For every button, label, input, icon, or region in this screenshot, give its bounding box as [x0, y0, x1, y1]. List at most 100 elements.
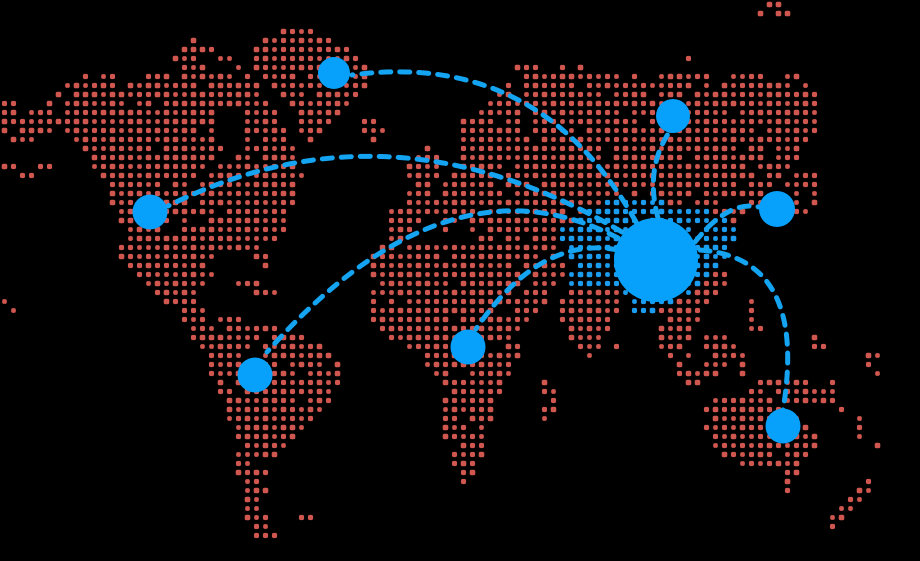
land-dot [487, 415, 494, 422]
land-dot [704, 164, 709, 169]
land-dot [370, 298, 377, 305]
land-dot [704, 146, 709, 151]
land-dot [568, 82, 575, 89]
land-dot [235, 433, 242, 440]
land-dot [262, 64, 269, 71]
land-dot [262, 514, 269, 521]
node-africa[interactable] [450, 329, 486, 365]
land-dot [694, 181, 701, 188]
land-dot [460, 127, 467, 134]
node-china-hub[interactable] [614, 218, 698, 302]
land-dot [254, 101, 259, 106]
land-dot [253, 523, 260, 530]
land-dot [253, 253, 260, 260]
land-dot [290, 173, 295, 178]
land-dot [478, 397, 485, 404]
land-dot [451, 172, 458, 179]
land-dot [550, 91, 557, 98]
land-dot [676, 298, 683, 305]
land-dot [712, 163, 719, 170]
land-dot [541, 298, 548, 305]
land-dot [487, 334, 494, 341]
land-dot [433, 154, 440, 161]
land-dot [28, 172, 35, 179]
land-dot [703, 127, 710, 134]
node-australia[interactable] [765, 408, 801, 444]
land-dot [658, 325, 665, 332]
land-dot [667, 343, 674, 350]
land-dot [406, 316, 413, 323]
land-dot [460, 460, 467, 467]
land-dot [713, 425, 718, 430]
land-dot [371, 128, 376, 133]
land-dot [191, 317, 196, 322]
land-dot [281, 416, 286, 421]
node-greenland[interactable] [318, 57, 350, 89]
land-dot [316, 127, 323, 134]
land-dot [532, 154, 539, 161]
land-dot [488, 326, 493, 331]
land-dot [254, 236, 259, 241]
node-north-america[interactable] [132, 194, 168, 230]
land-dot [550, 100, 557, 107]
land-dot [262, 181, 269, 188]
land-dot [190, 244, 197, 251]
land-dot [182, 182, 187, 187]
node-south-america[interactable] [237, 357, 273, 393]
land-dot [424, 343, 431, 350]
land-dot [748, 91, 755, 98]
highlight-region-dot [613, 280, 620, 287]
land-dot [496, 334, 503, 341]
land-dot [802, 442, 809, 449]
land-dot [757, 190, 764, 197]
land-dot [478, 235, 485, 242]
land-dot [685, 136, 692, 143]
land-dot [253, 82, 260, 89]
node-siberia[interactable] [656, 99, 690, 133]
land-dot [334, 91, 341, 98]
land-dot [785, 182, 790, 187]
land-dot [154, 190, 161, 197]
land-dot [731, 344, 736, 349]
land-dot [469, 406, 476, 413]
land-dot [496, 280, 503, 287]
land-dot [226, 325, 233, 332]
land-dot [245, 101, 250, 106]
highlight-region-dot [595, 271, 602, 278]
node-far-east[interactable] [759, 191, 795, 227]
land-dot [298, 514, 305, 521]
land-dot [469, 397, 476, 404]
land-dot [424, 352, 431, 359]
land-dot [758, 119, 763, 124]
land-dot [163, 109, 170, 116]
land-dot [181, 154, 188, 161]
land-dot [676, 370, 683, 377]
land-dot [694, 145, 701, 152]
land-dot [289, 64, 296, 71]
land-dot [389, 227, 394, 232]
land-dot [245, 119, 250, 124]
land-dot [686, 101, 691, 106]
land-dot [514, 118, 521, 125]
land-dot [757, 145, 764, 152]
land-dot [245, 245, 250, 250]
land-dot [703, 343, 710, 350]
land-dot [766, 109, 773, 116]
land-dot [487, 316, 494, 323]
land-dot [407, 281, 412, 286]
land-dot [460, 379, 467, 386]
land-dot [595, 181, 602, 188]
land-dot [802, 388, 809, 395]
highlight-region-dot [721, 235, 728, 242]
land-dot [136, 145, 143, 152]
land-dot [424, 253, 431, 260]
land-dot [569, 191, 574, 196]
land-dot [361, 127, 368, 134]
land-dot [713, 398, 718, 403]
land-dot [541, 118, 548, 125]
land-dot [290, 155, 295, 160]
highlight-region-dot [605, 263, 610, 268]
land-dot [226, 100, 233, 107]
land-dot [532, 100, 539, 107]
land-dot [524, 92, 529, 97]
